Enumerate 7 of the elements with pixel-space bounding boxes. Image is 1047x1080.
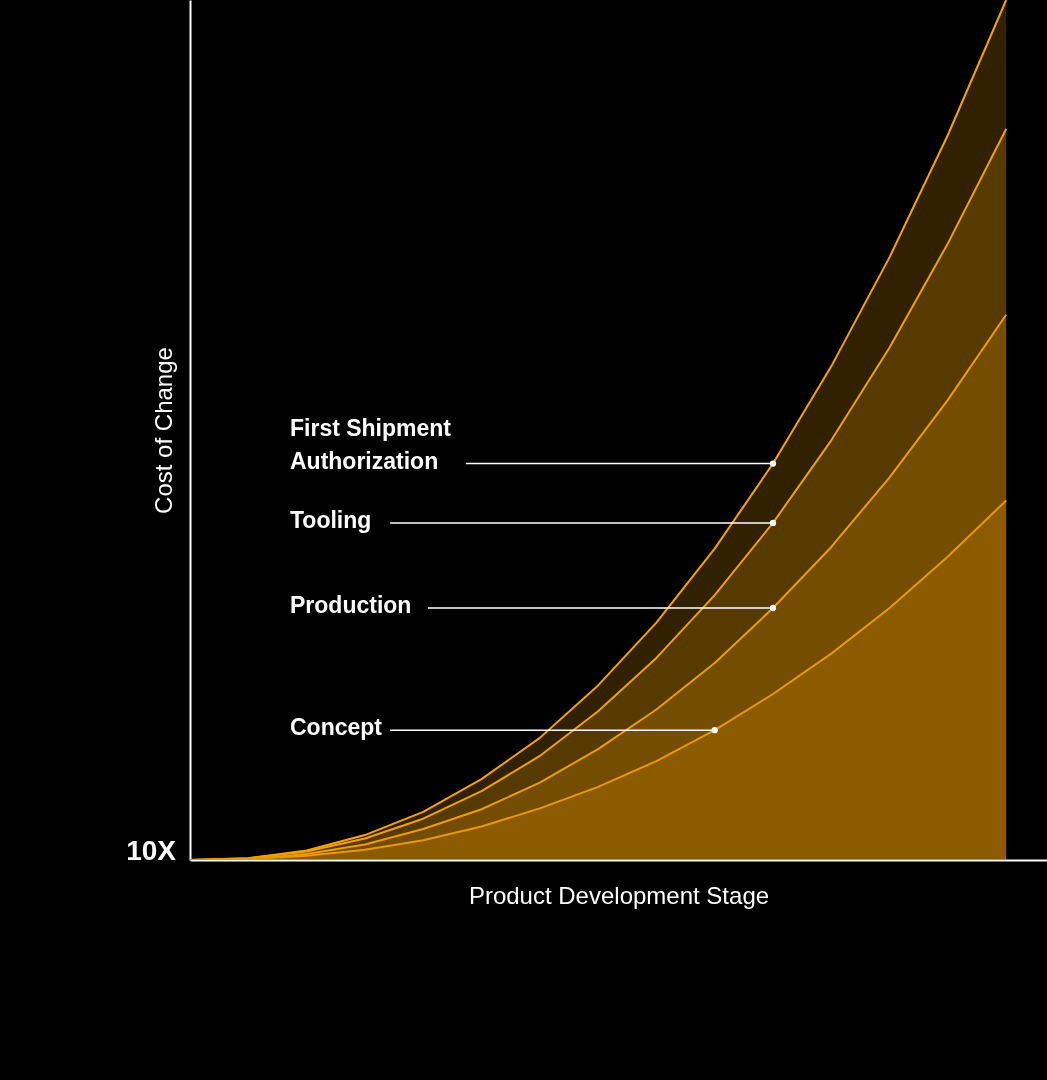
- text: 10X: [126, 835, 177, 866]
- text: Tooling: [290, 506, 372, 533]
- text: First Shipment Authorization: [290, 414, 452, 474]
- text: Concept: [290, 714, 383, 741]
- y-axis-title: Cost of Change: [149, 347, 177, 514]
- x-axis-title: Product Development Stage: [468, 881, 770, 909]
- text: Production: [290, 592, 412, 619]
